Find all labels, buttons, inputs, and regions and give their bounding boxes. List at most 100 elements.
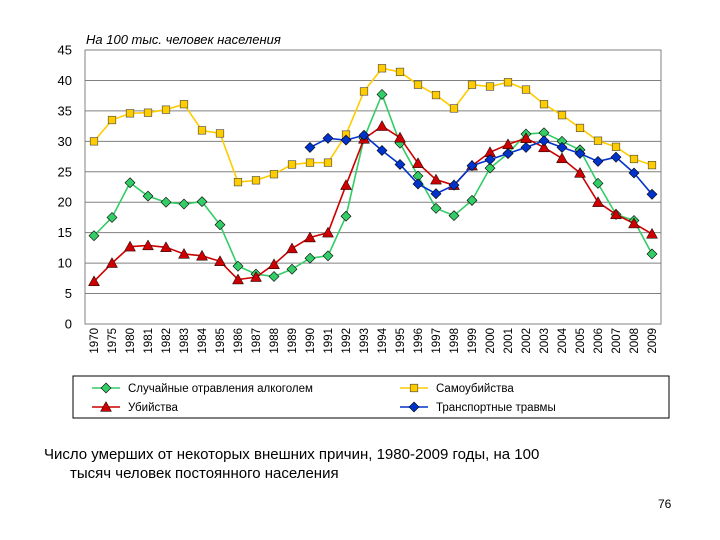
x-tick-label: 1985 (215, 328, 227, 354)
x-tick-label: 1992 (341, 328, 353, 354)
data-point (340, 210, 352, 222)
legend-label: Случайные отравления алкоголем (128, 383, 313, 395)
x-tick-label: 1984 (197, 327, 209, 353)
data-point (556, 141, 568, 153)
data-point (124, 240, 136, 252)
data-point (107, 115, 117, 125)
x-tick-label: 2000 (485, 328, 497, 354)
data-point (215, 129, 225, 138)
legend-marker (100, 382, 112, 394)
data-point (538, 135, 550, 147)
data-point (574, 166, 586, 178)
y-tick-label: 0 (65, 317, 72, 332)
data-point (106, 257, 118, 268)
legend-box (72, 375, 670, 419)
legend-item: Самоубийства (400, 383, 514, 395)
x-tick-label: 2001 (503, 328, 515, 354)
legend-label: Самоубийства (436, 383, 514, 395)
data-point (629, 154, 639, 164)
data-point (358, 129, 370, 141)
legend-label: Убийства (128, 402, 178, 414)
data-point (412, 157, 424, 168)
x-tick-label: 2006 (593, 328, 605, 354)
data-point (593, 136, 603, 145)
data-point (286, 263, 298, 275)
data-point (196, 249, 208, 261)
data-point (395, 67, 405, 77)
data-point (430, 188, 442, 200)
data-point (647, 160, 657, 170)
data-point (520, 141, 532, 153)
x-tick-label: 2007 (611, 328, 623, 354)
data-point (305, 158, 315, 167)
x-tick-label: 1980 (125, 328, 137, 354)
data-point (340, 134, 352, 146)
data-point (89, 137, 99, 146)
data-point (448, 210, 460, 222)
data-point (448, 179, 460, 191)
data-point (610, 151, 622, 163)
data-point (142, 239, 154, 251)
x-tick-label: 2004 (557, 327, 569, 353)
x-tick-label: 1975 (107, 328, 119, 354)
legend-label: Транспортные травмы (436, 402, 556, 414)
data-point (178, 198, 190, 210)
x-tick-label: 2003 (539, 328, 551, 354)
data-point (214, 255, 226, 266)
y-tick-label: 30 (58, 134, 72, 149)
x-tick-label: 1995 (395, 328, 407, 354)
data-point (179, 100, 189, 109)
data-point (610, 208, 622, 220)
legend-item: Транспортные травмы (400, 401, 556, 414)
x-axis: 1970 1975 1980 1981 1982 1983 1984 1985 1986 1987… (89, 327, 659, 353)
data-point (394, 159, 406, 170)
data-point (125, 109, 135, 118)
data-point (557, 111, 567, 120)
legend: Случайные отравления алкоголем Самоубийст… (92, 382, 556, 414)
data-point (376, 145, 388, 156)
data-point (539, 100, 549, 109)
data-point (484, 154, 496, 166)
data-point (359, 87, 369, 96)
y-tick-label: 10 (58, 256, 72, 271)
data-point (502, 148, 514, 159)
data-point (431, 90, 441, 100)
x-tick-label: 1988 (269, 328, 281, 354)
data-point (88, 275, 100, 287)
data-point (611, 142, 621, 151)
data-point (628, 217, 640, 229)
y-tick-label: 15 (58, 225, 72, 240)
data-point (232, 260, 244, 272)
x-tick-label: 1990 (305, 328, 317, 354)
data-point (304, 252, 316, 264)
series-1 (88, 89, 658, 282)
data-point (484, 162, 496, 174)
x-tick-label: 1999 (467, 328, 479, 354)
data-point (268, 258, 280, 269)
data-point (322, 250, 334, 262)
legend-marker (408, 401, 420, 413)
x-tick-label: 1998 (449, 328, 461, 354)
x-tick-label: 1986 (233, 328, 245, 354)
data-point (269, 170, 279, 179)
x-tick-label: 1970 (89, 328, 101, 354)
data-point (322, 132, 334, 144)
data-point (466, 194, 478, 206)
data-point (88, 230, 100, 242)
data-point (377, 64, 387, 73)
data-point (485, 82, 495, 91)
data-point (449, 104, 459, 113)
data-point (178, 247, 190, 259)
series-group (88, 64, 658, 287)
legend-marker (100, 400, 112, 412)
data-point (376, 89, 388, 100)
data-point (467, 80, 477, 89)
legend-item: Случайные отравления алкоголем (92, 382, 313, 395)
data-point (430, 202, 442, 214)
legend-marker (409, 383, 419, 393)
data-point (106, 212, 118, 223)
x-tick-label: 1997 (431, 328, 443, 354)
data-point (394, 131, 406, 143)
x-tick-label: 1996 (413, 328, 425, 354)
data-point (304, 231, 316, 243)
